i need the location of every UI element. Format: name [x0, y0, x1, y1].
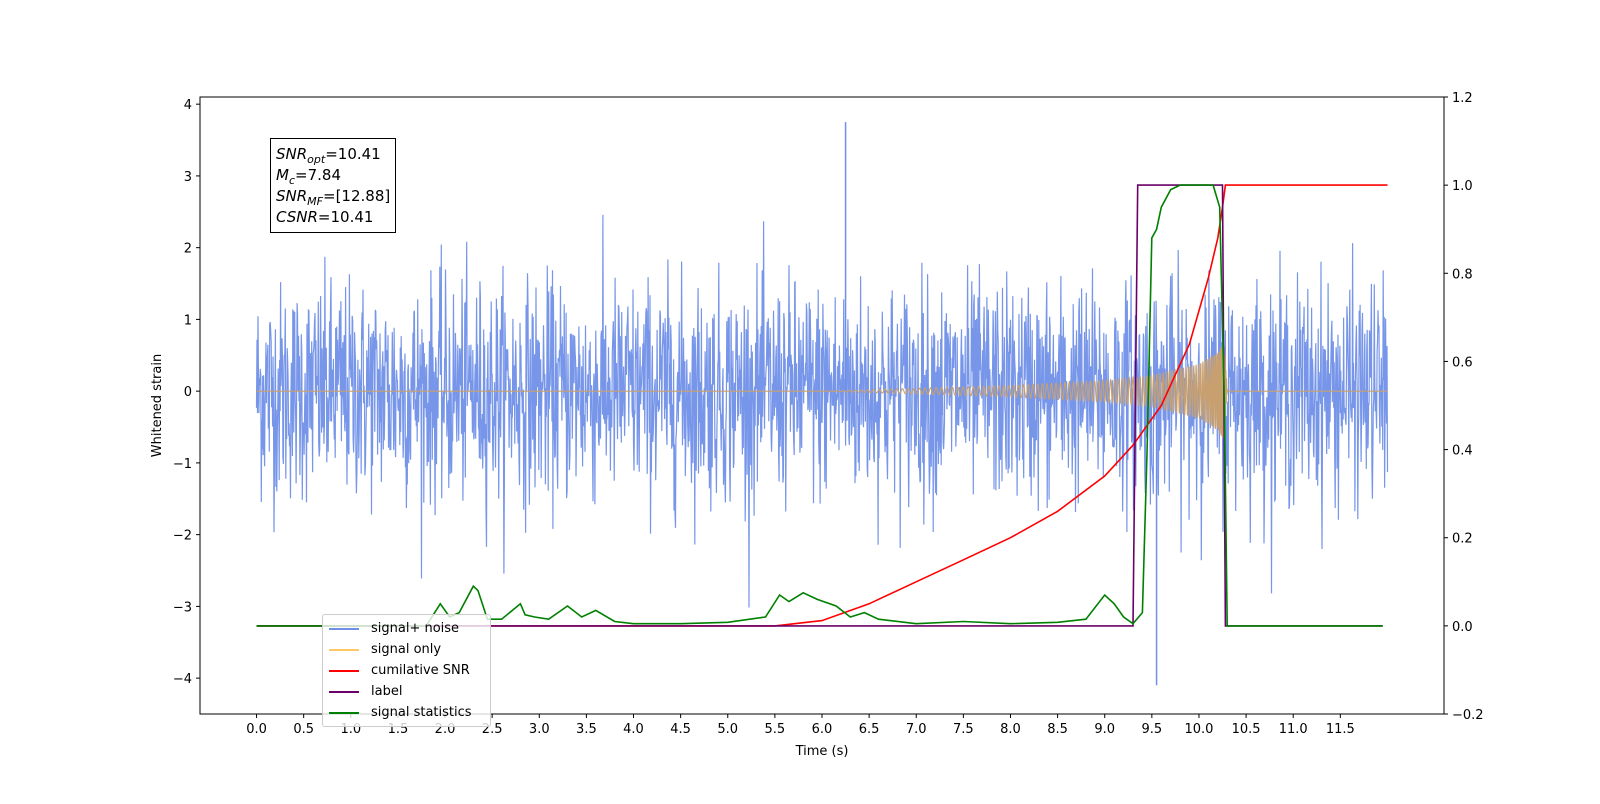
x-tick-label: 4.5 [670, 722, 691, 737]
x-tick-label: 8.5 [1047, 722, 1068, 737]
y-tick-label: −4 [173, 672, 192, 687]
legend-item-label: label signal only [329, 681, 484, 702]
y-tick-label: −3 [173, 600, 192, 615]
y2-tick-label: 0.4 [1452, 444, 1473, 459]
legend-swatch [329, 627, 359, 630]
y-tick-label: 0 [184, 385, 192, 400]
series-group [255, 122, 1389, 686]
x-axis-label: Time (s) [795, 744, 849, 759]
y-tick-label: 2 [184, 242, 192, 257]
y2-tick-label: 0.2 [1452, 532, 1473, 547]
x-tick-label: 8.0 [1000, 722, 1021, 737]
legend-item-signal-noise: signal+ noise [329, 618, 484, 639]
legend-label: signal+ noise [371, 621, 460, 636]
axes: 0.0 0.5 1.0 1.5 2.0 2.5 3.0 3.5 4.0 4.5 5.0 5.5 6.0 6… [150, 91, 1484, 759]
y-axis-label: Whitened strain [150, 354, 165, 457]
x-tick-label: 0.0 [246, 722, 267, 737]
legend-item-signal-only: signal only [329, 639, 484, 660]
y-tick-label: 4 [184, 98, 192, 113]
x-tick-label: 9.0 [1094, 722, 1115, 737]
legend-swatch [329, 690, 359, 693]
legend-item-signal-statistics: signal statistics [329, 702, 484, 723]
snr-info-box: SNRopt=10.41 Mc=7.84 SNRMF=[12.88] CSNR=… [270, 138, 397, 233]
y2-tick-label: −0.2 [1452, 708, 1484, 723]
x-tick-label: 11.0 [1279, 722, 1308, 737]
y2-tick-label: 0.6 [1452, 355, 1473, 370]
y2-tick-label: 1.0 [1452, 179, 1473, 194]
legend-label: signal only [371, 642, 442, 657]
legend-swatch [329, 648, 359, 651]
plot-area [255, 122, 1389, 686]
y2-tick-label: 0.8 [1452, 267, 1473, 282]
legend-item-cumulative-snr: cumilative SNR [329, 660, 484, 681]
x-tick-label: 4.0 [623, 722, 644, 737]
x-tick-label: 10.5 [1232, 722, 1261, 737]
x-tick-label: 3.0 [529, 722, 550, 737]
x-tick-label: 10.0 [1184, 722, 1213, 737]
y-tick-label: 1 [184, 313, 192, 328]
legend-swatch [329, 669, 359, 672]
info-line-chirp-mass: Mc=7.84 [276, 166, 341, 187]
legend-label: signal statistics [371, 705, 472, 720]
x-tick-label: 7.5 [953, 722, 974, 737]
x-tick-label: 5.5 [765, 722, 786, 737]
legend-label: cumilative SNR [371, 663, 470, 678]
y-tick-label: −1 [173, 457, 192, 472]
x-tick-label: 7.0 [906, 722, 927, 737]
y2-tick-label: 0.0 [1452, 620, 1473, 635]
x-tick-label: 11.5 [1326, 722, 1355, 737]
series-signal-noise [255, 214, 1389, 608]
chart-legend: signal+ noise signal only cumilative SNR… [322, 614, 491, 727]
x-tick-label: 5.0 [717, 722, 738, 737]
legend-swatch [329, 711, 359, 714]
info-line-csnr: CSNR=10.41 [276, 208, 374, 226]
x-tick-label: 6.5 [859, 722, 880, 737]
x-tick-label: 9.5 [1142, 722, 1163, 737]
info-line-snr-mf: SNRMF=[12.88] [276, 187, 391, 208]
series-signal-statistics [256, 184, 1383, 627]
y2-tick-label: 1.2 [1452, 91, 1473, 106]
series-signal-only [256, 343, 1388, 440]
x-tick-label: 6.0 [812, 722, 833, 737]
x-tick-label: 0.5 [293, 722, 314, 737]
y-tick-label: 3 [184, 170, 192, 185]
x-tick-label: 3.5 [576, 722, 597, 737]
legend-label: label [371, 684, 403, 699]
info-line-snr-opt: SNRopt=10.41 [276, 145, 381, 166]
y-tick-label: −2 [173, 529, 192, 544]
